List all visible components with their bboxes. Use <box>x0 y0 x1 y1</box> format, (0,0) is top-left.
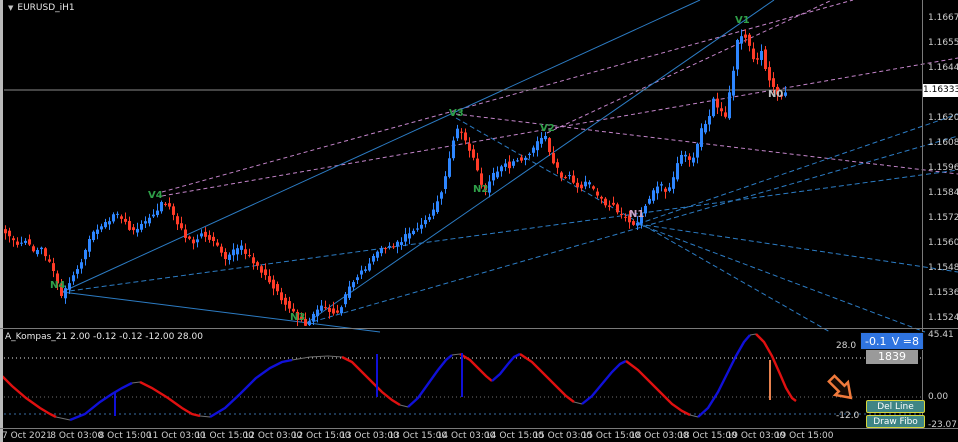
price-axis-label: 1.15960 <box>928 163 958 173</box>
time-axis-label: 12 Oct 15:00 <box>291 431 351 441</box>
time-axis-label: 11 Oct 15:00 <box>195 431 254 441</box>
price-axis-label: 1.16555 <box>928 38 958 48</box>
draw-fibo-button[interactable]: Draw Fibo <box>866 415 925 428</box>
time-axis-label: 15 Oct 15:00 <box>581 431 641 441</box>
indicator-current-value: -0.1 <box>865 334 887 348</box>
current-price-badge: 1.16333 <box>923 84 958 97</box>
indicator-axis-label: -23.07 <box>928 420 958 430</box>
time-axis-label: 8 Oct 03:00 <box>50 431 104 441</box>
del-line-button[interactable]: Del Line <box>866 400 925 413</box>
swing-marker-v1: V1 <box>735 15 750 26</box>
time-axis-label: 8 Oct 15:00 <box>98 431 152 441</box>
swing-marker-v2: V2 <box>540 123 555 134</box>
time-axis-label: 18 Oct 15:00 <box>678 431 737 441</box>
time-axis-label: 7 Oct 2021 <box>2 431 52 441</box>
price-axis-label: 1.15605 <box>928 238 958 248</box>
price-axis-label: 1.15845 <box>928 188 958 198</box>
down-right-arrow-icon <box>827 374 853 400</box>
time-axis-label: 12 Oct 03:00 <box>243 431 303 441</box>
time-axis-label: 14 Oct 15:00 <box>485 431 544 441</box>
price-axis-label: 1.16675 <box>928 13 958 23</box>
price-axis-label: 1.16080 <box>928 138 958 148</box>
left-edge-strip <box>0 0 3 442</box>
subwindow-separator[interactable] <box>0 328 958 329</box>
swing-marker-n1: N1 <box>629 209 645 220</box>
indicator-level-label: 28.0 <box>836 341 857 351</box>
time-axis-label: 19 Oct 03:00 <box>726 431 786 441</box>
swing-marker-n4: N4 <box>50 280 66 291</box>
indicator-v-label: V =8 <box>891 334 919 348</box>
time-axis-label: 13 Oct 03:00 <box>340 431 399 441</box>
time-axis-label: 13 Oct 15:00 <box>388 431 448 441</box>
swing-marker-n0: N0 <box>768 89 784 100</box>
chart-title: ▼ EURUSD_iH1 <box>8 3 75 13</box>
swing-marker-v4: V4 <box>148 190 163 201</box>
swing-marker-n2: N2 <box>473 184 489 195</box>
swing-marker-v3: V3 <box>449 108 464 119</box>
price-axis-label: 1.15245 <box>928 313 958 323</box>
indicator-axis-label: 45.41 <box>928 330 954 340</box>
price-axis-label: 1.16200 <box>928 113 958 123</box>
price-axis-label: 1.15725 <box>928 213 958 223</box>
price-axis-separator[interactable] <box>922 0 923 428</box>
time-axis-label: 15 Oct 03:00 <box>533 431 592 441</box>
indicator-name-label: A_Kompas_21 2.00 -0.12 -0.12 -12.00 28.0… <box>5 332 203 342</box>
time-axis-label: 19 Oct 15:00 <box>774 431 834 441</box>
time-axis-label: 11 Oct 03:00 <box>146 431 206 441</box>
price-axis-label: 1.15365 <box>928 288 958 298</box>
price-axis-label: 1.16440 <box>928 63 958 73</box>
indicator-axis-label: 0.00 <box>928 392 949 402</box>
indicator-count-box: 1839 <box>866 350 918 364</box>
indicator-value-box: -0.1 V =8 <box>860 332 924 350</box>
time-axis-label: 14 Oct 03:00 <box>436 431 496 441</box>
time-axis-label: 18 Oct 03:00 <box>629 431 689 441</box>
time-axis-separator <box>0 428 958 429</box>
swing-marker-n3: N3 <box>290 312 306 323</box>
indicator-level-label: -12.0 <box>836 411 860 421</box>
price-axis-label: 1.15485 <box>928 263 958 273</box>
collapse-triangle-icon[interactable]: ▼ <box>8 4 14 12</box>
